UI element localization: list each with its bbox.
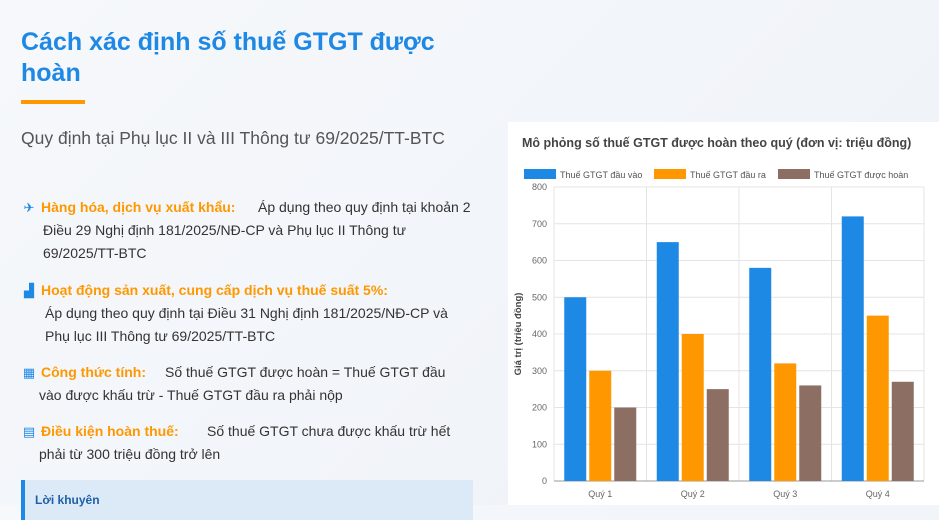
bar xyxy=(614,407,637,481)
item-label: Điều kiện hoàn thuế: xyxy=(41,423,179,439)
item-desc: Áp dụng theo quy định tại Điều 31 Nghị đ… xyxy=(45,305,448,344)
x-tick-label: Quý 2 xyxy=(681,489,705,499)
y-tick-label: 300 xyxy=(532,366,547,376)
bar-chart: 0 100 200 300 400 500 600 700 800 Quý 1 Quý 2 Quý 3… xyxy=(513,169,925,499)
bar xyxy=(589,370,612,481)
bar xyxy=(706,389,729,481)
bar xyxy=(681,334,704,481)
bar xyxy=(774,363,797,481)
bar xyxy=(841,216,864,481)
x-tick-label: Quý 3 xyxy=(773,489,797,499)
item-desc: Số thuế GTGT chưa được khấu trừ hết phải… xyxy=(39,423,451,462)
title-underline xyxy=(21,100,85,104)
bar xyxy=(891,381,914,481)
list-item-production: ▟ Hoạt động sản xuất, cung cấp dịch vụ th… xyxy=(21,279,471,348)
y-tick-label: 800 xyxy=(532,182,547,192)
advice-label: Lời khuyên xyxy=(35,493,100,507)
legend-label: Thuế GTGT đầu vào xyxy=(560,170,642,180)
advice-box: Lời khuyên xyxy=(21,480,473,520)
x-tick-label: Quý 1 xyxy=(588,489,612,499)
calculator-icon: ▦ xyxy=(22,365,36,380)
y-tick-label: 400 xyxy=(532,329,547,339)
chart-title: Mô phỏng số thuế GTGT được hoàn theo quý… xyxy=(522,136,912,150)
legend-swatch xyxy=(524,169,556,179)
legend-label: Thuế GTGT được hoàn xyxy=(814,170,908,180)
list-item-formula: ▦ Công thức tính: Số thuế GTGT được hoàn … xyxy=(21,361,471,407)
info-column: Cách xác định số thuế GTGT được hoàn Quy… xyxy=(21,0,473,520)
y-tick-label: 600 xyxy=(532,256,547,266)
page-title: Cách xác định số thuế GTGT được hoàn xyxy=(21,28,435,87)
page-subtitle: Quy định tại Phụ lục II và III Thông tư … xyxy=(21,128,445,148)
item-desc: Số thuế GTGT được hoàn = Thuế GTGT đầu v… xyxy=(39,364,446,403)
y-tick-label: 500 xyxy=(532,292,547,302)
y-tick-label: 0 xyxy=(542,476,547,486)
bar xyxy=(749,267,772,481)
item-label: Hàng hóa, dịch vụ xuất khẩu: xyxy=(41,199,236,215)
y-tick-label: 100 xyxy=(532,439,547,449)
airplane-icon: ✈ xyxy=(23,200,35,215)
legend-label: Thuế GTGT đầu ra xyxy=(690,170,766,180)
item-label: Hoạt động sản xuất, cung cấp dịch vụ thu… xyxy=(41,282,388,298)
list-item-export: ✈ Hàng hóa, dịch vụ xuất khẩu: Áp dụng th… xyxy=(21,196,471,265)
item-label: Công thức tính: xyxy=(41,364,146,380)
bar xyxy=(564,297,587,481)
y-tick-label: 200 xyxy=(532,403,547,413)
x-tick-label: Quý 4 xyxy=(866,489,890,499)
factory-icon: ▟ xyxy=(24,283,34,298)
bar xyxy=(866,315,889,481)
list-item-condition: ▤ Điều kiện hoàn thuế: Số thuế GTGT chưa … xyxy=(21,420,471,466)
y-axis-label: Giá trị (triệu đồng) xyxy=(513,293,524,376)
legend-swatch xyxy=(654,169,686,179)
item-desc: Áp dụng theo quy định tại khoản 2 Điều 2… xyxy=(43,199,471,261)
chart-panel: Mô phỏng số thuế GTGT được hoàn theo quý… xyxy=(508,122,939,505)
bar xyxy=(656,242,679,481)
legend-swatch xyxy=(778,169,810,179)
document-icon: ▤ xyxy=(22,424,36,439)
bar xyxy=(799,385,822,481)
y-tick-label: 700 xyxy=(532,219,547,229)
